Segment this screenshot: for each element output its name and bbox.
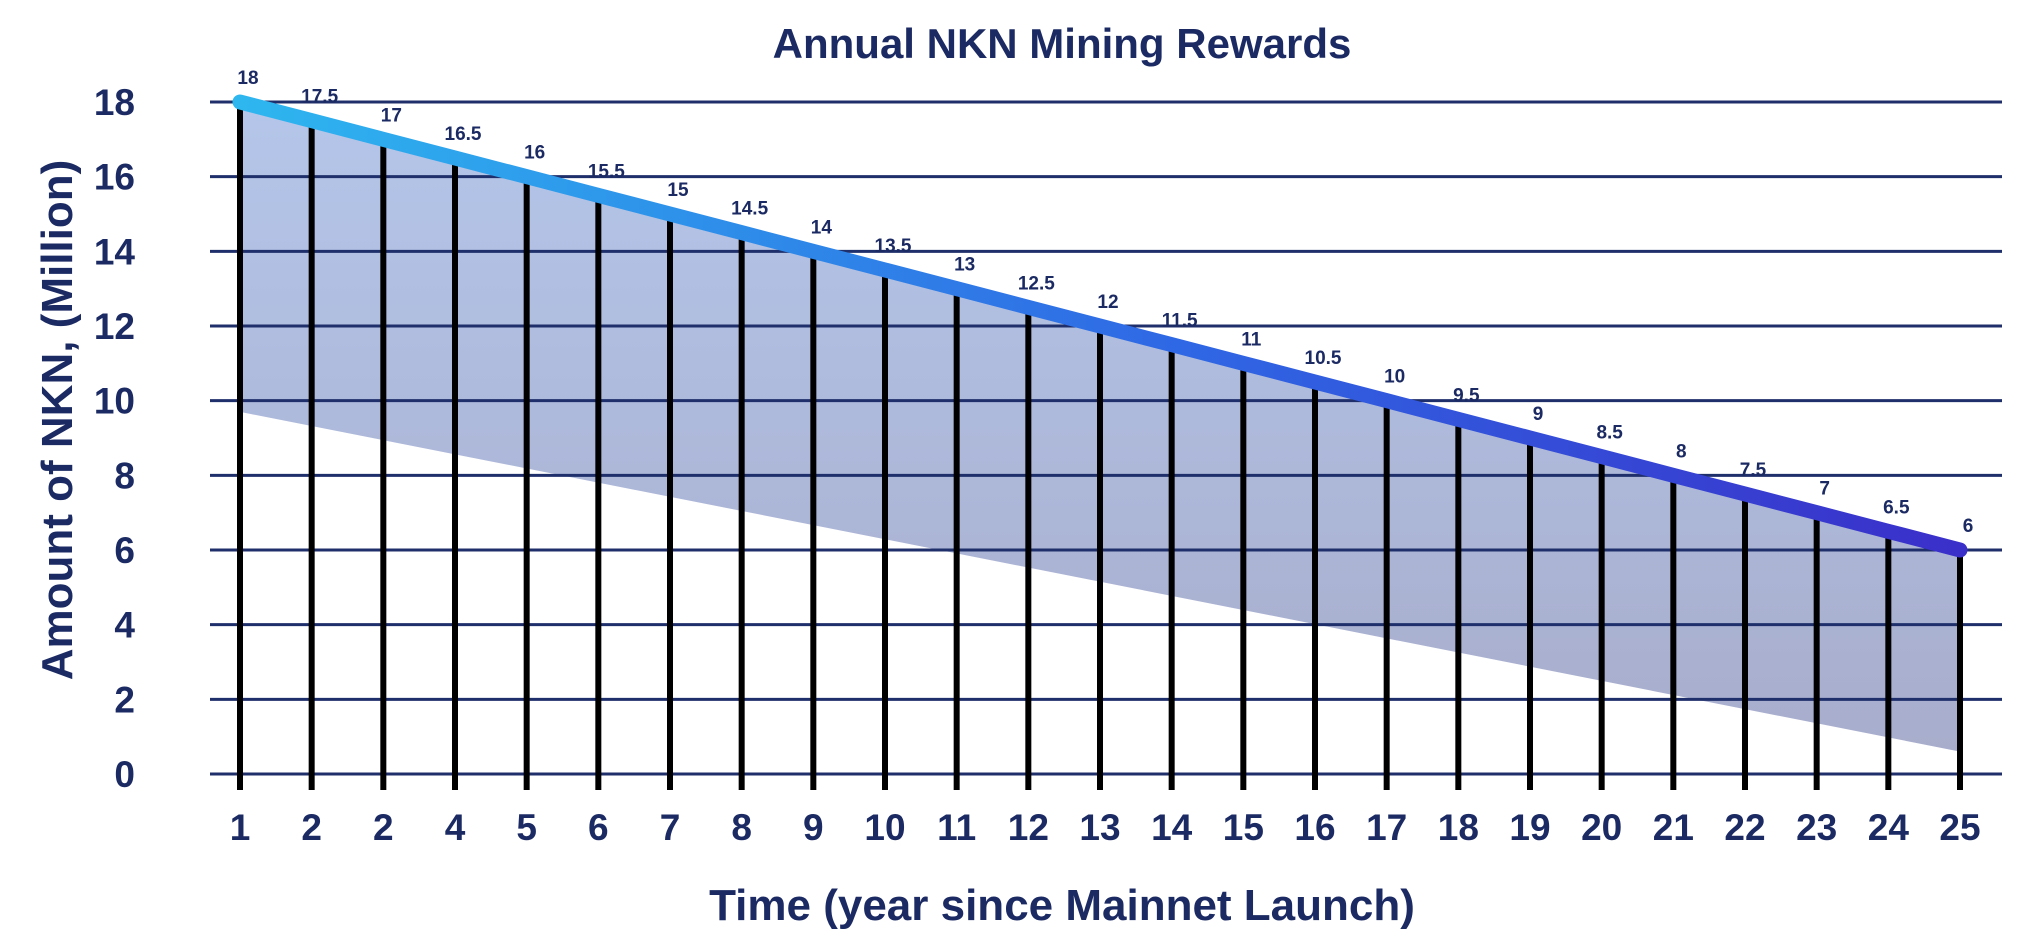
x-tick-label: 22: [1724, 807, 1765, 848]
data-label: 16.5: [445, 124, 482, 145]
data-label: 8.5: [1596, 423, 1623, 444]
y-tick-label: 14: [94, 231, 136, 272]
y-tick-label: 12: [94, 306, 135, 347]
data-label: 6: [1963, 516, 1974, 537]
data-label: 9: [1533, 404, 1544, 425]
y-axis-label: Amount of NKN, (Million): [33, 160, 82, 681]
x-tick-label: 11: [937, 807, 976, 848]
x-tick-label: 4: [445, 807, 466, 848]
y-tick-label: 16: [94, 157, 135, 198]
y-tick-label: 18: [94, 82, 135, 123]
x-tick-label: 23: [1796, 807, 1837, 848]
x-tick-label: 7: [660, 807, 681, 848]
x-tick-label: 6: [588, 807, 609, 848]
data-label: 17: [381, 105, 402, 126]
y-tick-label: 0: [114, 754, 135, 795]
data-label: 18: [237, 68, 258, 89]
data-label: 9.5: [1453, 385, 1480, 406]
data-label: 8: [1676, 441, 1687, 462]
y-tick-label: 2: [114, 679, 135, 720]
chart-title: Annual NKN Mining Rewards: [773, 20, 1352, 67]
x-axis-label: Time (year since Mainnet Launch): [709, 881, 1415, 930]
y-tick-label: 8: [114, 455, 135, 496]
data-label: 15.5: [588, 161, 625, 182]
data-label: 11: [1241, 329, 1262, 350]
x-tick-label: 21: [1653, 807, 1694, 848]
data-label: 12.5: [1018, 273, 1055, 294]
x-tick-label: 5: [516, 807, 537, 848]
x-tick-label: 16: [1294, 807, 1335, 848]
data-label: 7.5: [1740, 460, 1767, 481]
x-tick-label: 2: [373, 807, 394, 848]
x-tick-label: 14: [1151, 807, 1193, 848]
y-tick-label: 10: [94, 381, 135, 422]
x-tick-label: 2: [301, 807, 322, 848]
data-label: 11.5: [1162, 311, 1198, 332]
y-tick-label: 4: [114, 605, 135, 646]
series-line: [232, 94, 1968, 558]
data-label: 13.5: [875, 236, 912, 257]
x-tick-label: 18: [1438, 807, 1479, 848]
data-label: 10.5: [1305, 348, 1342, 369]
x-tick-label: 15: [1223, 807, 1264, 848]
x-tick-label: 8: [731, 807, 752, 848]
x-tick-label: 10: [864, 807, 905, 848]
data-label: 16: [524, 143, 545, 164]
x-tick-label: 24: [1868, 807, 1910, 848]
data-label: 17.5: [301, 87, 338, 108]
data-label: 15: [667, 180, 689, 201]
x-tick-label: 1: [230, 807, 251, 848]
data-label: 13: [954, 255, 975, 276]
x-tick-label: 19: [1509, 807, 1550, 848]
y-tick-label: 6: [114, 530, 135, 571]
data-label: 7: [1819, 479, 1830, 500]
x-tick-label: 25: [1939, 807, 1980, 848]
x-tick-label: 9: [803, 807, 824, 848]
x-tick-label: 17: [1366, 807, 1407, 848]
data-label: 12: [1097, 292, 1118, 313]
x-tick-label: 12: [1008, 807, 1049, 848]
data-label: 6.5: [1883, 497, 1910, 518]
data-label: 10: [1384, 367, 1405, 388]
x-tick-label: 20: [1581, 807, 1622, 848]
data-label: 14: [811, 217, 833, 238]
x-tick-label: 13: [1079, 807, 1120, 848]
data-label: 14.5: [731, 199, 768, 220]
